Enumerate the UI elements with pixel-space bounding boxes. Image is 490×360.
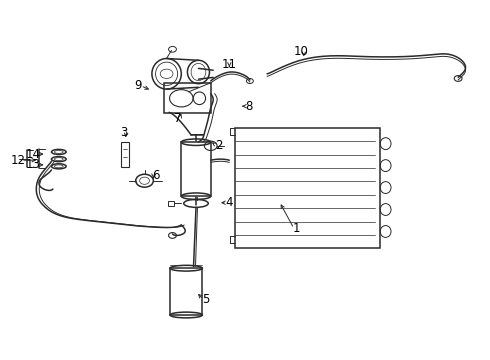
- Text: 2: 2: [215, 139, 222, 152]
- Text: 1: 1: [293, 222, 300, 235]
- Bar: [181, 142, 211, 196]
- Text: 6: 6: [152, 169, 160, 182]
- Text: 8: 8: [245, 100, 253, 113]
- Text: 12: 12: [11, 154, 26, 167]
- Text: 4: 4: [225, 196, 233, 209]
- Text: 13: 13: [26, 158, 41, 171]
- Bar: [170, 268, 202, 315]
- Text: 11: 11: [222, 58, 237, 71]
- Bar: [235, 128, 380, 248]
- Bar: [164, 83, 211, 113]
- Text: 14: 14: [26, 148, 41, 161]
- Bar: [168, 201, 174, 206]
- Text: 10: 10: [294, 45, 309, 58]
- Text: 5: 5: [202, 293, 210, 306]
- Text: 9: 9: [134, 79, 142, 92]
- Bar: [121, 142, 129, 167]
- Text: 3: 3: [120, 126, 128, 139]
- Text: 7: 7: [173, 112, 181, 125]
